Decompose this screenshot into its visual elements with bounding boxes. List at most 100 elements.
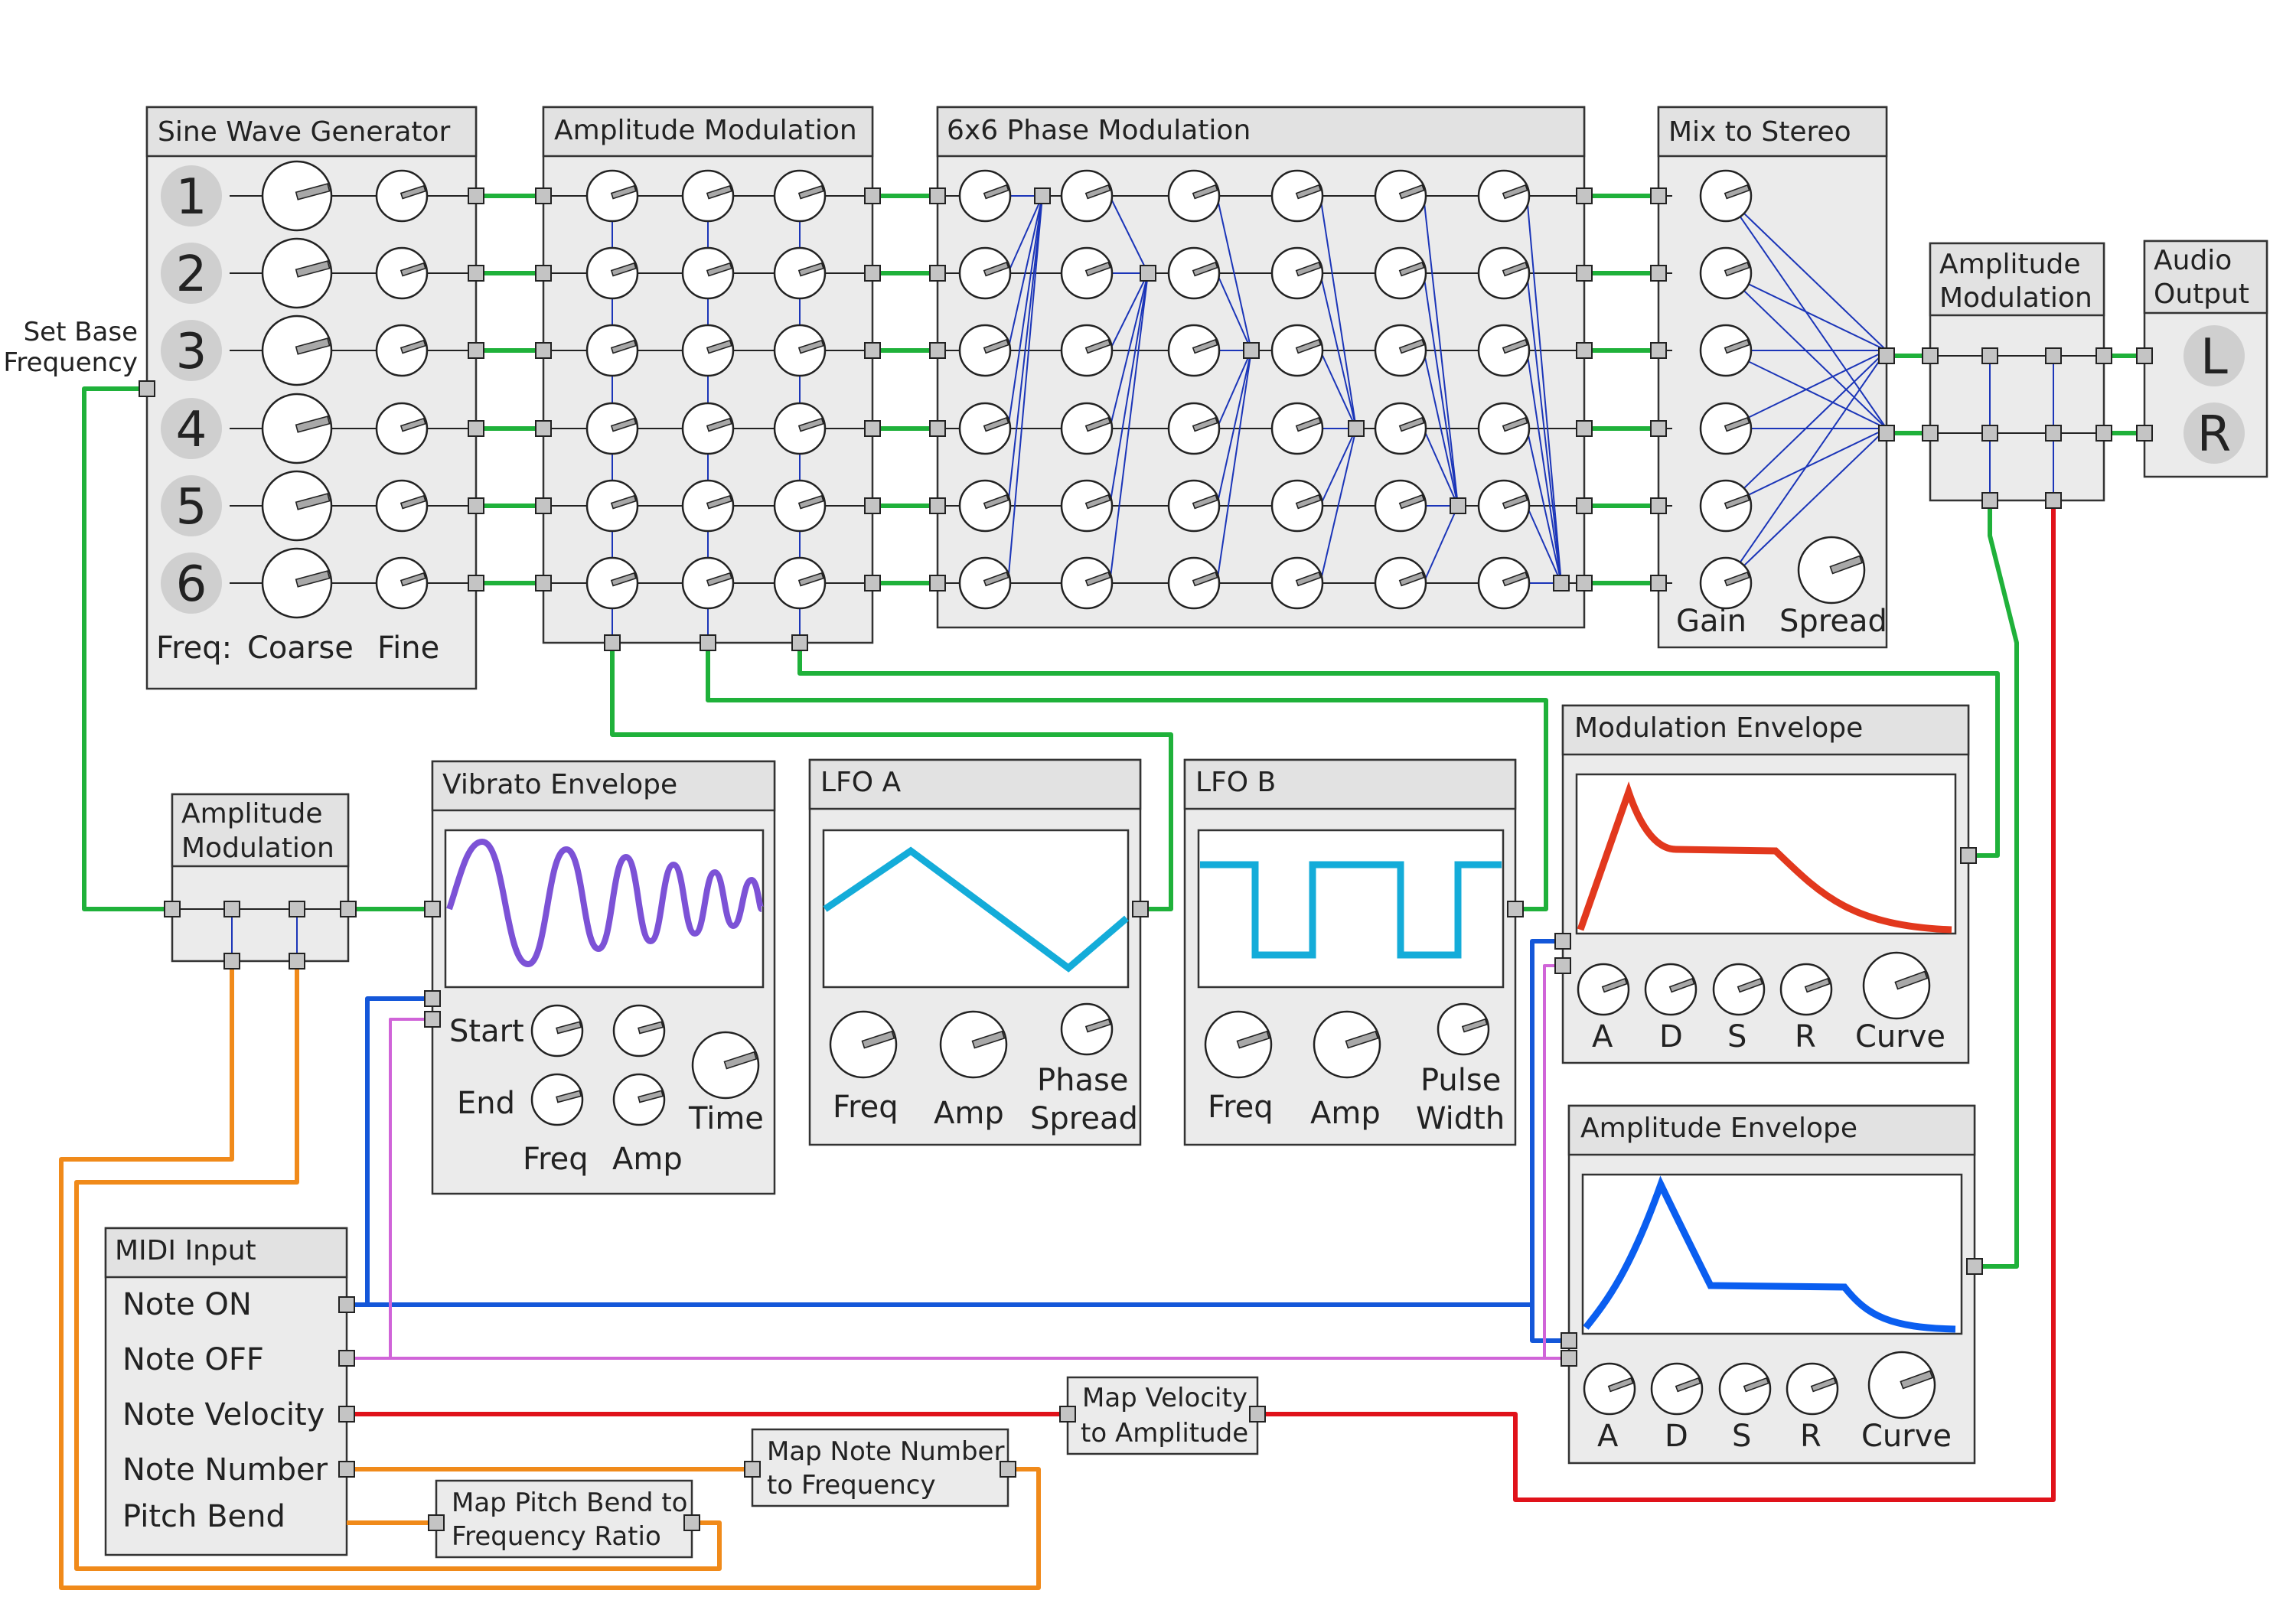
am1-knob-2-2[interactable]	[681, 246, 735, 300]
pm-hub-port-1[interactable]	[1034, 187, 1051, 204]
vibrato-start-port[interactable]	[424, 990, 441, 1007]
am-small-mod-port-2[interactable]	[289, 953, 305, 970]
audio-out-port-l[interactable]	[2136, 347, 2153, 364]
mix-out-port-l[interactable]	[1878, 347, 1895, 364]
am1-out-port-6[interactable]	[864, 575, 881, 592]
pm-knob-2-1[interactable]	[958, 246, 1012, 300]
am1-in-port-2[interactable]	[535, 265, 552, 282]
sine-fine-knob-2[interactable]	[375, 246, 429, 300]
vibrato-end-knob[interactable]	[530, 1073, 584, 1126]
am1-mod-port-3[interactable]	[791, 634, 808, 651]
vibrato-time-knob[interactable]	[691, 1031, 760, 1100]
am-stereo-port-l-3[interactable]	[2045, 347, 2062, 364]
vibrato-start-knob[interactable]	[530, 1004, 584, 1058]
pm-knob-2-5[interactable]	[1374, 246, 1427, 300]
pm-hub-port-5[interactable]	[1450, 497, 1466, 514]
pm-knob-1-6[interactable]	[1477, 169, 1531, 223]
am1-knob-6-3[interactable]	[773, 556, 827, 610]
am1-knob-6-1[interactable]	[585, 556, 639, 610]
pm-out-port-6[interactable]	[1576, 575, 1593, 592]
am1-knob-3-3[interactable]	[773, 324, 827, 377]
pm-knob-6-1[interactable]	[958, 556, 1012, 610]
am-stereo-mod-port-1[interactable]	[1981, 492, 1998, 509]
sine-out-port-1[interactable]	[468, 187, 484, 204]
mix-gain-knob-4[interactable]	[1699, 402, 1753, 455]
mix-in-port-3[interactable]	[1650, 342, 1667, 359]
am1-knob-5-3[interactable]	[773, 479, 827, 533]
amp-env-knob-d[interactable]	[1650, 1362, 1704, 1416]
am1-knob-5-1[interactable]	[585, 479, 639, 533]
amp-env-off-port[interactable]	[1561, 1350, 1577, 1367]
am-small-port-3[interactable]	[289, 901, 305, 917]
pm-hub-port-6[interactable]	[1553, 575, 1570, 592]
sine-base-freq-port[interactable]	[139, 380, 155, 397]
pm-knob-3-1[interactable]	[958, 324, 1012, 377]
midi-out-port-1[interactable]	[338, 1296, 355, 1313]
am1-knob-6-2[interactable]	[681, 556, 735, 610]
sine-out-port-4[interactable]	[468, 420, 484, 437]
pm-hub-port-4[interactable]	[1348, 420, 1365, 437]
amp-env-knob-a[interactable]	[1583, 1362, 1636, 1416]
am-stereo-port-r-1[interactable]	[1922, 425, 1939, 442]
mix-gain-knob-5[interactable]	[1699, 479, 1753, 533]
map-note-out-port[interactable]	[1000, 1461, 1016, 1478]
amp-env-curve-knob[interactable]	[1867, 1351, 1936, 1419]
am1-knob-4-2[interactable]	[681, 402, 735, 455]
vibrato-in-port[interactable]	[424, 901, 441, 917]
pm-in-port-4[interactable]	[929, 420, 946, 437]
sine-coarse-knob-3[interactable]	[261, 314, 333, 386]
am1-out-port-2[interactable]	[864, 265, 881, 282]
sine-coarse-knob-5[interactable]	[261, 470, 333, 542]
pm-in-port-6[interactable]	[929, 575, 946, 592]
mod-env-knob-r[interactable]	[1779, 963, 1833, 1016]
pm-knob-4-5[interactable]	[1374, 402, 1427, 455]
am-small-port-4[interactable]	[340, 901, 357, 917]
am-stereo-port-r-4[interactable]	[2095, 425, 2112, 442]
am1-mod-port-2[interactable]	[700, 634, 716, 651]
pm-knob-5-2[interactable]	[1060, 479, 1114, 533]
sine-out-port-2[interactable]	[468, 265, 484, 282]
pm-knob-5-3[interactable]	[1167, 479, 1221, 533]
pm-out-port-4[interactable]	[1576, 420, 1593, 437]
pm-in-port-1[interactable]	[929, 187, 946, 204]
pm-knob-1-5[interactable]	[1374, 169, 1427, 223]
sine-coarse-knob-2[interactable]	[261, 237, 333, 309]
am1-in-port-1[interactable]	[535, 187, 552, 204]
am1-in-port-5[interactable]	[535, 497, 552, 514]
lfo-b-amp-knob[interactable]	[1313, 1010, 1381, 1079]
am1-knob-5-2[interactable]	[681, 479, 735, 533]
pm-knob-6-3[interactable]	[1167, 556, 1221, 610]
sine-out-port-3[interactable]	[468, 342, 484, 359]
pm-knob-4-6[interactable]	[1477, 402, 1531, 455]
am1-knob-2-3[interactable]	[773, 246, 827, 300]
pm-knob-1-1[interactable]	[958, 169, 1012, 223]
mix-gain-knob-3[interactable]	[1699, 324, 1753, 377]
pm-knob-5-4[interactable]	[1270, 479, 1324, 533]
pm-out-port-2[interactable]	[1576, 265, 1593, 282]
mix-in-port-4[interactable]	[1650, 420, 1667, 437]
sine-coarse-knob-6[interactable]	[261, 547, 333, 619]
amp-env-knob-s[interactable]	[1718, 1362, 1772, 1416]
sine-coarse-knob-1[interactable]	[261, 160, 333, 232]
mod-env-curve-knob[interactable]	[1862, 951, 1931, 1020]
amp-env-out-port[interactable]	[1966, 1258, 1983, 1275]
vibrato-end-port[interactable]	[424, 1011, 441, 1028]
pm-in-port-3[interactable]	[929, 342, 946, 359]
pm-knob-3-2[interactable]	[1060, 324, 1114, 377]
pm-knob-1-4[interactable]	[1270, 169, 1324, 223]
pm-knob-4-3[interactable]	[1167, 402, 1221, 455]
lfo-a-freq-knob[interactable]	[829, 1010, 898, 1079]
midi-out-port-2[interactable]	[338, 1350, 355, 1367]
pm-knob-2-6[interactable]	[1477, 246, 1531, 300]
pm-knob-5-5[interactable]	[1374, 479, 1427, 533]
am1-knob-4-1[interactable]	[585, 402, 639, 455]
am1-in-port-4[interactable]	[535, 420, 552, 437]
map-velocity-out-port[interactable]	[1249, 1406, 1266, 1423]
pm-in-port-5[interactable]	[929, 497, 946, 514]
mix-in-port-1[interactable]	[1650, 187, 1667, 204]
am-stereo-mod-port-2[interactable]	[2045, 492, 2062, 509]
sine-fine-knob-5[interactable]	[375, 479, 429, 533]
sine-fine-knob-1[interactable]	[375, 169, 429, 223]
pm-out-port-1[interactable]	[1576, 187, 1593, 204]
map-bend-out-port[interactable]	[683, 1514, 700, 1531]
